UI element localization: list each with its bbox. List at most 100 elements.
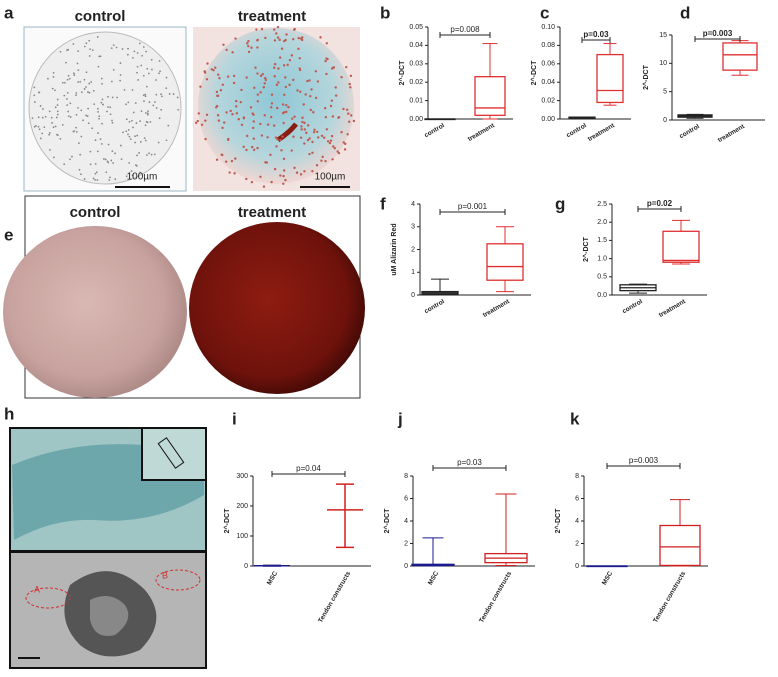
y-tick-label: 2 [411,246,415,253]
cell-dot [326,140,330,143]
cell-dot [131,89,134,91]
cell-dot [278,38,281,42]
cell-dot [256,100,259,103]
x-tick-label: control [423,298,446,315]
cell-dot [262,86,266,89]
cell-dot [275,83,279,87]
cell-dot [155,79,157,81]
cell-dot [88,55,91,57]
x-tick-label: treatment [587,122,617,143]
y-tick-label: 0.00 [409,116,423,123]
cell-dot [276,25,280,29]
marker-region [25,587,71,609]
cell-dot [216,114,220,117]
cell-dot [59,137,62,140]
cell-dot [320,134,324,138]
cell-dot [225,111,228,114]
cell-dot [75,131,78,133]
vessel [276,122,298,143]
cell-dot [337,115,341,119]
cell-dot [107,143,110,146]
cell-dot [325,57,328,60]
cell-dot [69,158,71,161]
cell-dot [304,93,307,96]
cell-dot [155,93,158,96]
cell-dot [231,113,234,116]
cell-dot [134,102,137,104]
cell-dot [66,98,68,100]
cell-dot [316,130,319,134]
cell-dot [283,93,286,96]
cell-dot [151,68,153,71]
cell-dot [83,178,86,180]
cell-dot [252,120,255,123]
cell-dot [159,70,161,73]
cell-dot [280,47,284,50]
cell-dot [80,109,83,112]
cell-dot [259,91,262,94]
marker-label: B [162,570,168,580]
cell-dot [266,136,269,139]
cell-dot [146,113,149,116]
cell-dot [331,158,334,161]
cell-dot [324,116,328,119]
cell-dot [286,63,289,67]
cell-dot [65,61,67,64]
cell-dot [311,169,314,173]
y-tick-label: 0 [404,563,408,570]
cell-dot [303,128,307,131]
y-tick-label: 0 [411,292,415,299]
cell-dot [119,79,121,82]
cell-dot [73,130,76,132]
cell-dot [66,78,69,81]
cell-dot [51,87,54,90]
cell-dot [59,50,62,53]
cell-dot [37,116,40,119]
cell-dot [334,94,338,97]
cell-dot [314,96,318,100]
cell-dot [37,125,40,128]
cell-dot [102,158,105,160]
cell-dot [205,113,209,116]
cell-dot [256,146,259,150]
y-tick-label: 8 [575,473,579,480]
x-tick-label: Tendon constructs [317,570,352,624]
cell-dot [168,93,171,95]
cell-dot [33,101,36,103]
cell-dot [77,50,80,53]
cell-dot [148,152,150,155]
cell-dot [234,37,237,40]
cell-dot [99,55,102,58]
p-value: p=0.003 [703,29,733,38]
cell-dot [98,55,101,58]
nucleus [90,596,129,636]
cell-dot [297,36,301,40]
cell-dot [259,74,263,78]
cell-dot [276,138,279,141]
cell-dot [114,178,117,181]
cell-dot [324,59,327,63]
cell-dot [300,128,303,131]
cell-dot [149,121,152,123]
cell-dot [111,119,113,122]
cell-dot [332,145,335,148]
y-tick-label: 0 [575,563,579,570]
cell-dot [344,142,347,146]
cell-dot [98,115,101,118]
panel-letter: i [232,409,237,428]
cell-dot [221,126,224,130]
cell-dot [253,86,256,90]
cell-dot [72,43,75,45]
cell-dot [54,125,57,128]
x-tick-label: treatment [482,298,512,319]
x-tick-label: control [678,123,701,140]
cell-dot [147,72,150,75]
cell-dot [240,88,243,92]
cell-dot [83,45,86,48]
cell-dot [86,115,89,118]
cell-dot [291,117,294,120]
cell-dot [39,105,42,107]
cell-dot [96,179,99,181]
cell-dot [312,130,316,134]
cell-dot [100,101,103,104]
